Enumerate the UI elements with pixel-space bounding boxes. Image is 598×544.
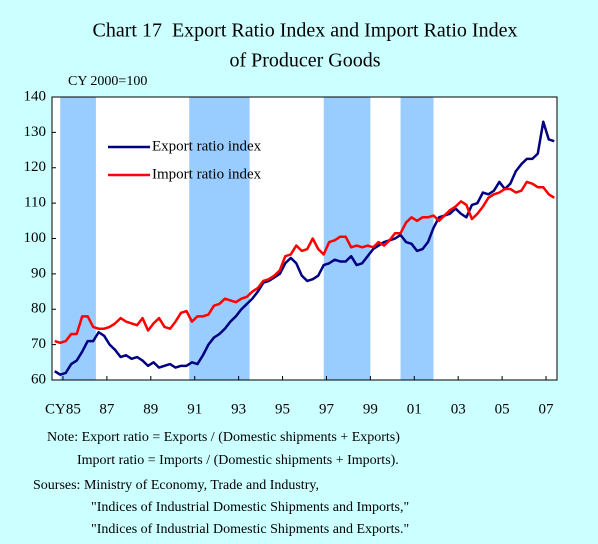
shaded-band [400,97,434,380]
note: "Indices of Industrial Domestic Shipment… [91,522,409,537]
x-tick-label: 03 [451,401,466,417]
y-tick-label: 100 [24,230,47,246]
chart-title: of Producer Goods [229,50,380,72]
chart-title: Chart 17 Export Ratio Index and Import R… [93,20,518,42]
x-tick-label: 95 [275,401,290,417]
shaded-band [60,97,96,380]
y-tick-label: 80 [31,301,46,317]
series-line [54,180,555,345]
x-tick-label: 97 [319,401,335,417]
y-tick-label: 70 [31,336,46,352]
y-tick-label: 110 [24,195,46,211]
x-tick-label: 07 [539,401,555,417]
y-tick-label: 130 [24,124,47,140]
note: Import ratio = Imports / (Domestic shipm… [77,453,399,468]
legend-label: Import ratio index [152,166,262,182]
x-tick-label: 91 [187,401,202,417]
subtitle: CY 2000=100 [68,74,147,89]
y-tick-label: 120 [24,159,47,175]
note: Note: Export ratio = Exports / (Domestic… [47,430,400,445]
note: Sourses: Ministry of Economy, Trade and … [33,478,319,493]
note: "Indices of Industrial Domestic Shipment… [91,500,409,515]
y-tick-label: 90 [31,265,46,281]
x-tick-label: 87 [99,401,115,417]
x-tick-label: 99 [363,401,378,417]
x-tick-label: 01 [407,401,422,417]
y-tick-label: 140 [24,88,47,104]
y-tick-label: 60 [31,371,46,387]
plot-area [52,97,557,380]
x-tick-label: 89 [143,401,158,417]
series-line [54,120,555,376]
x-tick-label: 05 [495,401,510,417]
x-tick-label: CY85 [45,401,81,417]
legend-label: Export ratio index [152,138,262,154]
x-tick-label: 93 [231,401,246,417]
plot-border [51,96,558,381]
